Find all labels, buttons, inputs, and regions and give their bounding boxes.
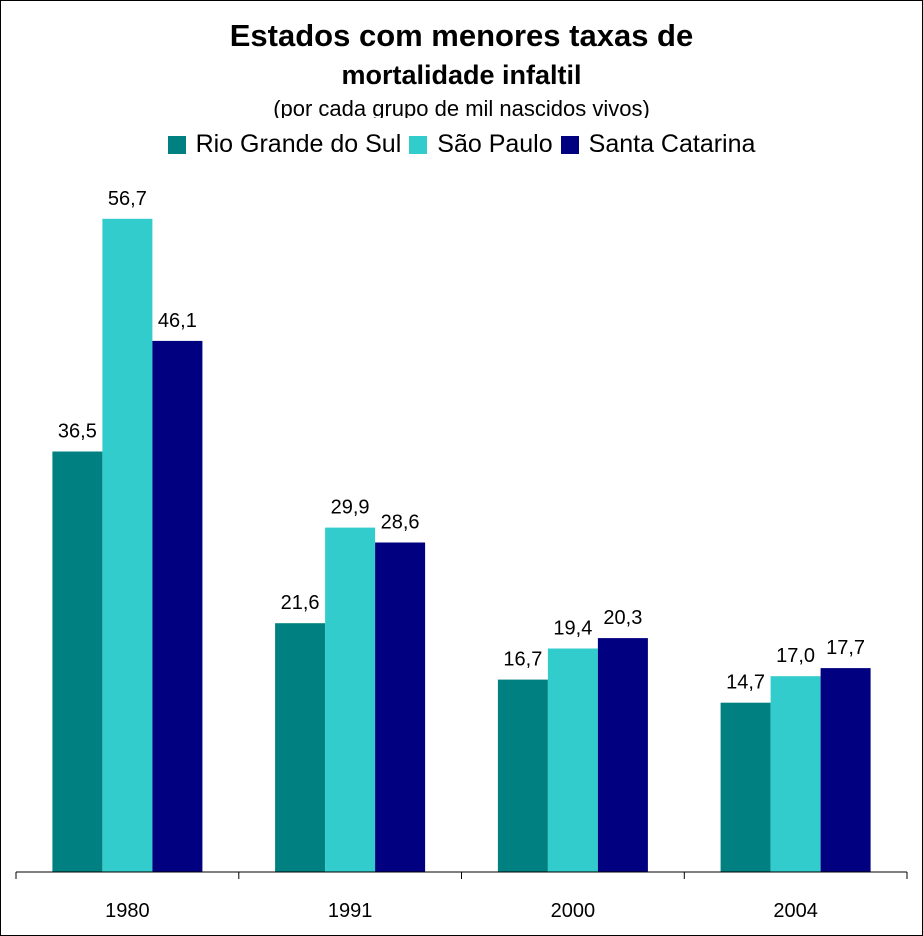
bar-1980-2 — [102, 218, 153, 873]
data-label-2004-1: 14,7 — [726, 672, 765, 694]
bar-1991-3 — [375, 542, 426, 872]
bar-1991-2 — [325, 527, 376, 872]
data-label-1980-2: 56,7 — [108, 188, 147, 210]
legend-label-santa-catarina: Santa Catarina — [588, 130, 756, 158]
data-label-1980-3: 46,1 — [158, 310, 197, 332]
x-tick-label-1980: 1980 — [105, 900, 150, 922]
chart-title-line2: mortalidade infaltil — [341, 60, 582, 90]
bar-2000-1 — [497, 679, 548, 872]
data-label-2004-2: 17,0 — [776, 645, 815, 667]
legend-item-sao-paulo: São Paulo — [409, 130, 553, 159]
bar-1991-1 — [275, 623, 326, 872]
data-label-1991-3: 28,6 — [381, 512, 420, 534]
bar-2000-2 — [547, 648, 598, 872]
legend-label-sao-paulo: São Paulo — [437, 130, 553, 158]
legend-swatch-rio-grande-do-sul — [167, 135, 186, 154]
legend-swatch-sao-paulo — [409, 135, 428, 154]
legend-item-santa-catarina: Santa Catarina — [560, 130, 756, 159]
data-label-1980-1: 36,5 — [58, 421, 97, 443]
bar-1980-3 — [152, 340, 203, 872]
legend: Rio Grande do Sul São Paulo Santa Catari… — [0, 130, 923, 159]
legend-item-rio-grande-do-sul: Rio Grande do Sul — [167, 130, 402, 159]
legend-label-rio-grande-do-sul: Rio Grande do Sul — [195, 130, 402, 158]
data-label-1991-2: 29,9 — [331, 497, 370, 519]
data-label-2000-2: 19,4 — [553, 618, 592, 640]
bar-2004-2 — [770, 676, 821, 872]
data-label-2000-1: 16,7 — [503, 649, 542, 671]
bar-2000-3 — [597, 638, 648, 872]
bar-1980-1 — [52, 451, 103, 872]
bar-2004-1 — [720, 702, 771, 872]
data-label-1991-1: 21,6 — [281, 592, 320, 614]
x-tick-label-2004: 2004 — [773, 900, 818, 922]
data-label-2004-3: 17,7 — [826, 637, 865, 659]
chart-title-line1: Estados com menores taxas de — [229, 18, 694, 53]
chart-subtitle: (por cada grupo de mil nascidos vivos) — [273, 96, 650, 118]
x-tick-label-2000: 2000 — [551, 900, 596, 922]
bar-2004-3 — [820, 668, 871, 872]
data-label-2000-3: 20,3 — [603, 607, 642, 629]
x-tick-label-1991: 1991 — [328, 900, 373, 922]
legend-swatch-santa-catarina — [560, 135, 579, 154]
